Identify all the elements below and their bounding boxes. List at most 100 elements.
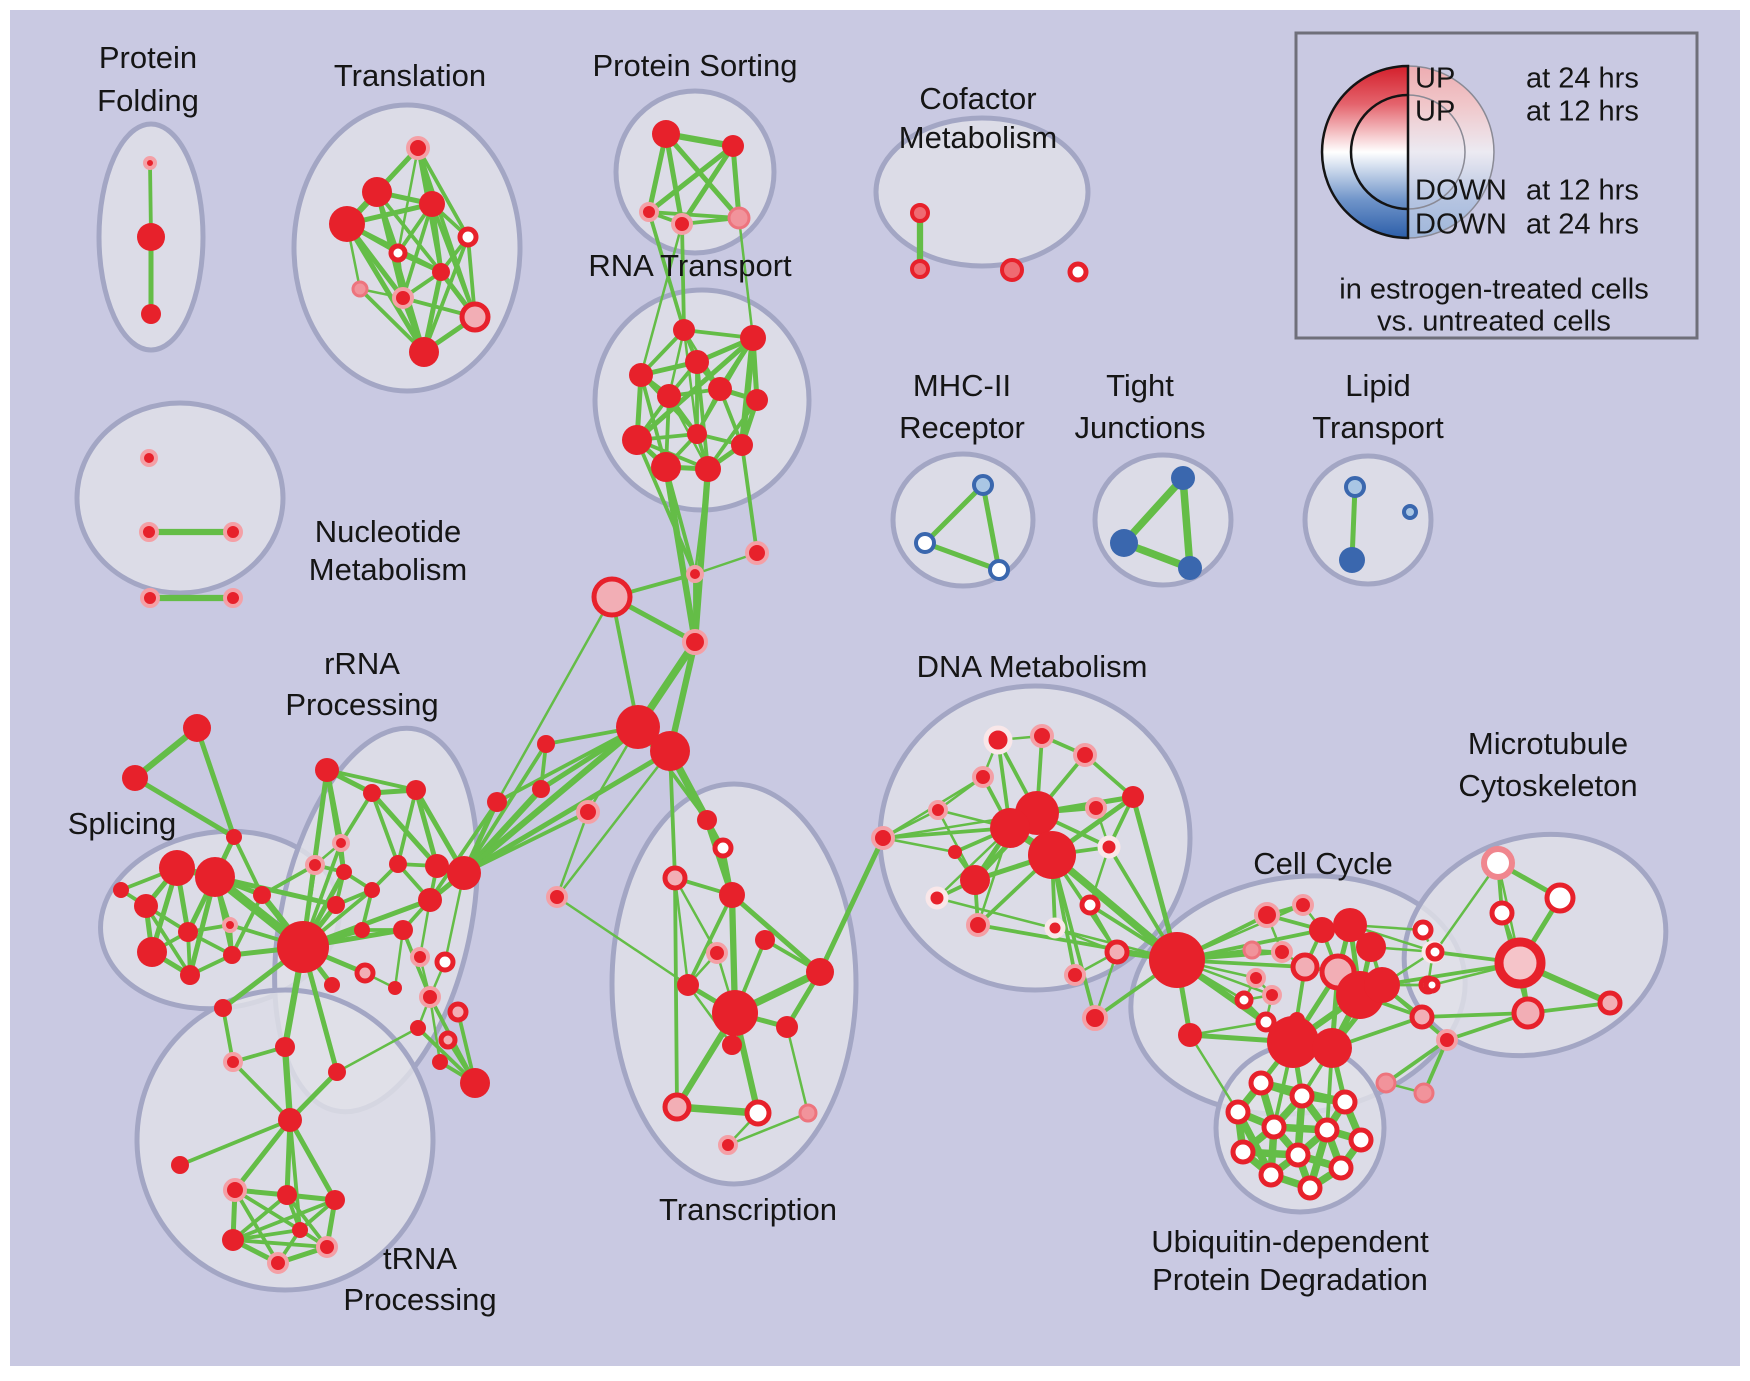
network-node-dm20[interactable]: [1064, 964, 1086, 986]
network-node-rr6[interactable]: [336, 864, 352, 880]
network-node-rr3[interactable]: [406, 780, 426, 800]
network-node-r8[interactable]: [622, 425, 652, 455]
network-node-dm2[interactable]: [1030, 724, 1054, 748]
network-node-bg1[interactable]: [871, 826, 895, 850]
network-node-t6[interactable]: [388, 243, 408, 263]
network-node-ub11[interactable]: [1258, 1162, 1284, 1188]
network-node-t3[interactable]: [419, 191, 445, 217]
network-node-cc13[interactable]: [1262, 985, 1282, 1005]
network-node-cc8[interactable]: [1290, 952, 1320, 982]
network-node-cc20[interactable]: [1178, 1023, 1202, 1047]
network-node-cc16[interactable]: [1267, 1016, 1319, 1068]
network-node-mt9[interactable]: [1597, 990, 1623, 1016]
network-node-mt3[interactable]: [1489, 900, 1515, 926]
network-node-rr19[interactable]: [388, 981, 402, 995]
network-node-dm6[interactable]: [1122, 786, 1144, 808]
network-node-g3[interactable]: [226, 829, 242, 845]
network-node-ub1[interactable]: [1248, 1070, 1274, 1096]
network-node-p1[interactable]: [652, 120, 680, 148]
network-node-rr1[interactable]: [315, 758, 339, 782]
network-node-r3[interactable]: [685, 350, 709, 374]
network-node-br1[interactable]: [487, 792, 507, 812]
network-node-dm17[interactable]: [1044, 917, 1066, 939]
network-node-cc4[interactable]: [1333, 908, 1367, 942]
network-node-tcI[interactable]: [798, 1103, 818, 1123]
network-node-e3[interactable]: [537, 735, 555, 753]
network-node-q4[interactable]: [328, 1063, 346, 1081]
network-node-tcB[interactable]: [677, 974, 699, 996]
network-node-sp6[interactable]: [137, 937, 167, 967]
network-node-dm10[interactable]: [1028, 831, 1076, 879]
network-node-u5[interactable]: [316, 1236, 338, 1258]
network-node-cc11[interactable]: [1246, 968, 1266, 988]
network-node-p2[interactable]: [722, 135, 744, 157]
network-node-rr12[interactable]: [327, 896, 345, 914]
network-node-c2[interactable]: [686, 565, 704, 583]
network-node-u3[interactable]: [325, 1190, 345, 1210]
network-node-cc17[interactable]: [1312, 1028, 1352, 1068]
network-node-ub10[interactable]: [1328, 1155, 1354, 1181]
network-node-cc5[interactable]: [1356, 932, 1386, 962]
network-node-cc18[interactable]: [1364, 967, 1400, 1003]
network-node-mt1[interactable]: [1481, 846, 1515, 880]
network-node-tcE[interactable]: [776, 1016, 798, 1038]
network-node-mt11[interactable]: [1375, 1072, 1397, 1094]
network-node-h2[interactable]: [650, 731, 690, 771]
network-node-rr15[interactable]: [410, 947, 430, 967]
network-node-c3[interactable]: [591, 576, 633, 618]
network-node-rr10[interactable]: [447, 856, 481, 890]
network-node-pf3[interactable]: [141, 304, 161, 324]
network-node-q1[interactable]: [214, 999, 232, 1017]
network-node-mt2[interactable]: [1544, 882, 1576, 914]
network-node-tch[interactable]: [712, 990, 758, 1036]
network-node-mh3[interactable]: [988, 559, 1010, 581]
network-node-rr18[interactable]: [324, 977, 340, 993]
network-node-e5[interactable]: [576, 800, 600, 824]
network-node-lt2[interactable]: [1402, 504, 1418, 520]
network-node-nm4[interactable]: [140, 588, 160, 608]
network-node-d2[interactable]: [712, 837, 734, 859]
network-node-dm18[interactable]: [1079, 894, 1101, 916]
network-node-rr9[interactable]: [418, 888, 442, 912]
network-node-mt10[interactable]: [1436, 1029, 1458, 1051]
network-node-t5[interactable]: [457, 226, 479, 248]
network-node-cf4[interactable]: [1067, 261, 1089, 283]
network-node-mt4[interactable]: [1425, 942, 1445, 962]
network-node-dm7[interactable]: [1085, 797, 1107, 819]
network-node-e4[interactable]: [532, 780, 550, 798]
network-node-mt8[interactable]: [1409, 1004, 1435, 1030]
network-node-rr22[interactable]: [410, 1020, 426, 1036]
network-node-r1[interactable]: [673, 319, 695, 341]
network-node-q6[interactable]: [171, 1156, 189, 1174]
network-node-ub5[interactable]: [1261, 1114, 1287, 1140]
network-node-p3[interactable]: [639, 202, 659, 222]
network-node-r12[interactable]: [695, 456, 721, 482]
network-node-cc14[interactable]: [1255, 1011, 1277, 1033]
network-node-cc12[interactable]: [1234, 990, 1254, 1010]
network-node-bc[interactable]: [1149, 932, 1205, 988]
network-node-lt1[interactable]: [1344, 476, 1366, 498]
network-node-dm4[interactable]: [972, 766, 994, 788]
network-node-cc6[interactable]: [1242, 940, 1262, 960]
network-node-sp5[interactable]: [222, 917, 238, 933]
network-node-mh1[interactable]: [972, 474, 994, 496]
network-node-r9[interactable]: [687, 424, 707, 444]
network-node-u1[interactable]: [223, 1178, 247, 1202]
network-node-tcC[interactable]: [755, 930, 775, 950]
network-node-g1[interactable]: [183, 714, 211, 742]
network-node-cc25[interactable]: [1412, 919, 1434, 941]
network-node-nm2[interactable]: [139, 522, 159, 542]
network-node-d1[interactable]: [697, 810, 717, 830]
network-node-ub12[interactable]: [1297, 1175, 1323, 1201]
network-node-p4[interactable]: [671, 213, 693, 235]
network-node-sp2[interactable]: [195, 857, 235, 897]
network-node-rr5[interactable]: [305, 855, 325, 875]
network-node-rr17[interactable]: [354, 962, 376, 984]
network-node-tcD[interactable]: [806, 958, 834, 986]
network-node-rrB[interactable]: [277, 921, 329, 973]
network-node-pf1[interactable]: [143, 156, 157, 170]
network-node-mt6[interactable]: [1423, 976, 1441, 994]
network-node-nm3[interactable]: [223, 522, 243, 542]
network-node-mt7[interactable]: [1511, 996, 1545, 1030]
network-node-ub2[interactable]: [1289, 1083, 1315, 1109]
